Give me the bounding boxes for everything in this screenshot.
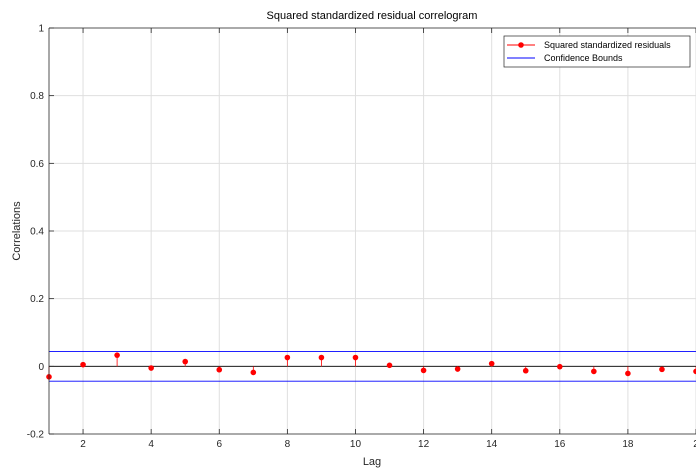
axes [48,27,696,435]
y-tick-label-6: 1 [38,24,44,35]
x-tick-label-7: 16 [554,439,566,450]
x-tick-label-2: 6 [216,439,222,450]
x-tick-label-6: 14 [486,439,498,450]
y-tick-label-4: 0.6 [30,159,44,170]
y-tick-label-1: 0 [38,362,44,373]
stem-marker-lag-7 [250,369,257,376]
x-tick-label-4: 10 [350,439,362,450]
chart-title: Squared standardized residual correlogra… [267,10,478,22]
legend-box [503,35,691,68]
stem-marker-lag-20 [693,368,696,375]
stem-marker-lag-12 [420,367,427,374]
stem-marker-lag-5 [182,358,189,365]
stem-marker-lag-15 [522,367,529,374]
y-tick-label-3: 0.4 [30,227,44,238]
legend-label-bounds: Confidence Bounds [544,53,623,63]
x-tick-label-9: 2 [693,439,696,450]
stem-marker-lag-11 [386,362,393,369]
legend: Squared standardized residuals Confidenc… [503,35,691,68]
stem-marker-lag-19 [659,366,665,373]
stem-marker-lag-18 [625,370,631,377]
stem-marker-lag-13 [454,366,461,372]
stem-marker-lag-16 [556,363,563,370]
stem-marker-lag-4 [148,365,154,371]
x-tick-label-3: 8 [285,439,291,450]
legend-label-residuals: Squared standardized residuals [544,40,671,50]
stem-marker-lag-6 [216,366,223,373]
stem-marker-lag-14 [488,360,495,367]
stem-marker-lag-17 [591,368,597,375]
y-axis-label: Correlations [11,201,23,261]
legend-swatch-residuals-marker [518,42,524,48]
y-tick-labels: -0.2 0 0.2 0.4 0.6 0.8 1 [27,24,45,441]
x-tick-label-0: 2 [80,439,86,450]
y-tick-label-5: 0.8 [30,91,44,102]
x-axis-label: Lag [363,456,381,468]
x-tick-label-8: 18 [622,439,634,450]
stem-marker-lag-10 [352,354,359,361]
x-tick-label-5: 12 [418,439,430,450]
stem-marker-lag-9 [318,354,325,361]
y-tick-label-0: -0.2 [27,430,45,441]
stem-marker-lag-8 [284,354,291,361]
x-tick-labels: 2 4 6 8 10 12 14 16 18 2 [80,439,696,450]
confidence-bounds-lines [49,350,696,382]
x-tick-label-1: 4 [148,439,154,450]
stem-marker-lag-2 [80,361,86,368]
stem-marker-lag-3 [114,352,120,358]
y-tick-label-2: 0.2 [30,294,44,305]
